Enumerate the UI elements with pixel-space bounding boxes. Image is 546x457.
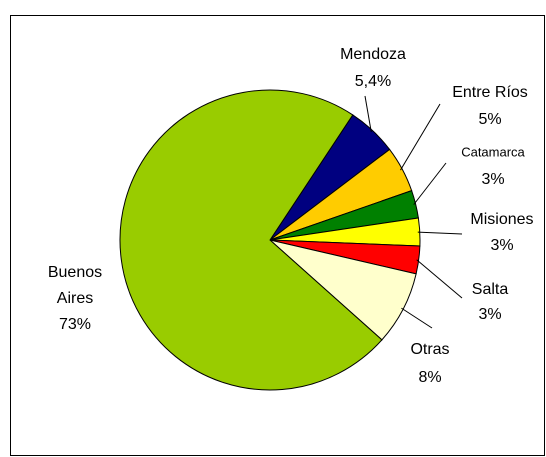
leader-line xyxy=(417,231,463,235)
value-label: 73% xyxy=(59,316,91,333)
leader-line xyxy=(364,95,372,133)
value-label: 8% xyxy=(418,369,441,386)
slice-label: Misiones xyxy=(470,211,533,228)
value-label: 3% xyxy=(478,306,501,323)
slice-label: Catamarca xyxy=(461,144,525,159)
pie-slice xyxy=(119,89,383,391)
leader-line xyxy=(400,103,441,171)
slice-label: Salta xyxy=(472,281,509,298)
label-line: Buenos xyxy=(48,264,102,281)
slice-label: Buenos Aires xyxy=(48,264,102,307)
leader-line xyxy=(416,259,463,299)
label-line: Aires xyxy=(57,290,93,307)
value-label: 5% xyxy=(478,111,501,128)
slice-label: Mendoza xyxy=(340,46,406,63)
leader-line xyxy=(401,307,433,329)
slice-label: Otras xyxy=(410,341,449,358)
value-label: 3% xyxy=(481,171,504,188)
value-label: 5,4% xyxy=(355,73,391,90)
slice-label: Entre Ríos xyxy=(452,84,528,101)
leader-line xyxy=(413,162,447,205)
value-label: 3% xyxy=(490,237,513,254)
